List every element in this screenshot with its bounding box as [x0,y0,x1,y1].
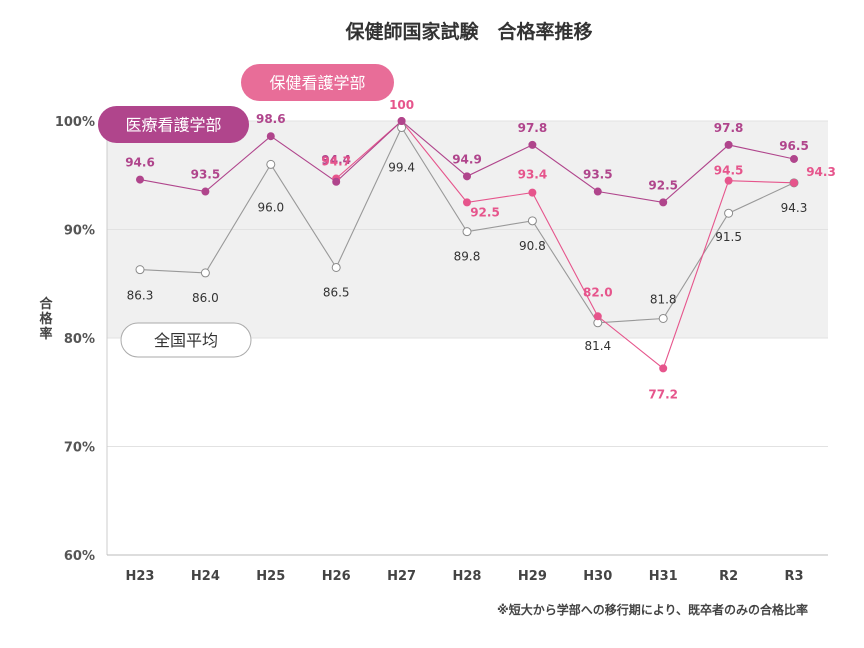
x-tick-label: H26 [322,569,351,584]
data-point-1 [659,364,668,373]
data-label-0: 98.6 [256,112,286,126]
legend-label: 全国平均 [154,331,218,350]
data-label-1: 93.4 [518,168,548,182]
footnote: ※短大から学部への移行期により、既卒者のみの合格比率 [497,602,808,617]
data-label-0: 94.6 [125,156,155,170]
x-tick-label: R3 [784,569,803,584]
data-label-0: 97.8 [714,121,744,135]
y-tick-label: 100% [55,115,95,130]
y-tick-label: 90% [64,224,95,239]
legend-item-0: 医療看護学部 [98,106,249,143]
legend-item-1: 保健看護学部 [241,64,394,101]
data-point-2 [135,265,145,275]
data-label-2: 86.3 [127,289,154,303]
data-label-1: 94.3 [806,165,836,179]
data-label-0: 97.8 [518,121,548,135]
data-label-2: 96.0 [257,200,284,214]
data-point-2 [462,227,472,237]
x-tick-label: H30 [583,569,612,584]
data-label-2: 86.0 [192,291,219,305]
data-label-1: 100 [389,98,414,112]
legend-pill [120,322,252,358]
y-tick-label: 80% [64,332,95,347]
data-label-2: 94.3 [781,201,808,215]
data-point-2 [724,208,734,218]
legend-label: 医療看護学部 [125,116,221,135]
data-point-1 [462,198,471,207]
data-point-0 [332,177,341,186]
data-point-1 [724,176,733,185]
x-tick-label: H24 [191,569,220,584]
data-label-1: 77.2 [648,387,678,401]
data-point-0 [135,175,144,184]
x-tick-label: H31 [649,569,678,584]
data-point-1 [593,312,602,321]
data-label-1: 82.0 [583,285,613,299]
data-label-2: 99.4 [388,161,415,175]
data-point-2 [331,262,341,272]
y-tick-label: 70% [64,441,95,456]
x-tick-label: H25 [256,569,285,584]
y-axis-label: 合格率 [39,296,53,342]
data-point-0 [266,132,275,141]
legend-label: 保健看護学部 [269,74,365,93]
data-label-2: 81.4 [584,339,611,353]
x-tick-label: R2 [719,569,738,584]
data-point-0 [724,140,733,149]
data-point-1 [790,178,799,187]
data-point-1 [528,188,537,197]
data-label-1: 94.5 [714,164,744,178]
data-point-0 [397,117,406,126]
data-label-2: 91.5 [715,230,742,244]
legend-item-2: 全国平均 [120,322,252,358]
data-point-0 [462,172,471,181]
data-label-2: 81.8 [650,292,677,306]
chart-title: 保健師国家試験 合格率推移 [344,20,592,43]
x-tick-label: H29 [518,569,547,584]
data-point-0 [659,198,668,207]
data-point-0 [528,140,537,149]
data-label-1: 92.5 [470,205,500,219]
data-label-2: 86.5 [323,285,350,299]
data-label-0: 93.5 [191,168,221,182]
data-label-0: 96.5 [779,139,809,153]
data-point-0 [790,154,799,163]
data-point-0 [201,187,210,196]
data-label-0: 94.9 [452,152,482,166]
data-point-2 [200,268,210,278]
series-line-1 [335,120,795,370]
data-point-0 [593,187,602,196]
data-label-2: 89.8 [454,250,481,264]
data-label-0: 94.4 [321,153,351,167]
data-label-0: 92.5 [648,178,678,192]
data-point-2 [527,216,537,226]
data-label-2: 90.8 [519,239,546,253]
data-point-2 [266,159,276,169]
data-point-2 [658,313,668,323]
x-tick-label: H28 [453,569,482,584]
x-tick-label: H27 [387,569,416,584]
legend-pill [98,106,249,143]
y-tick-label: 60% [64,549,95,564]
data-label-0: 93.5 [583,168,613,182]
legend-pill [241,64,394,101]
x-tick-label: H23 [126,569,155,584]
data-label-1: 94.7 [321,155,351,169]
